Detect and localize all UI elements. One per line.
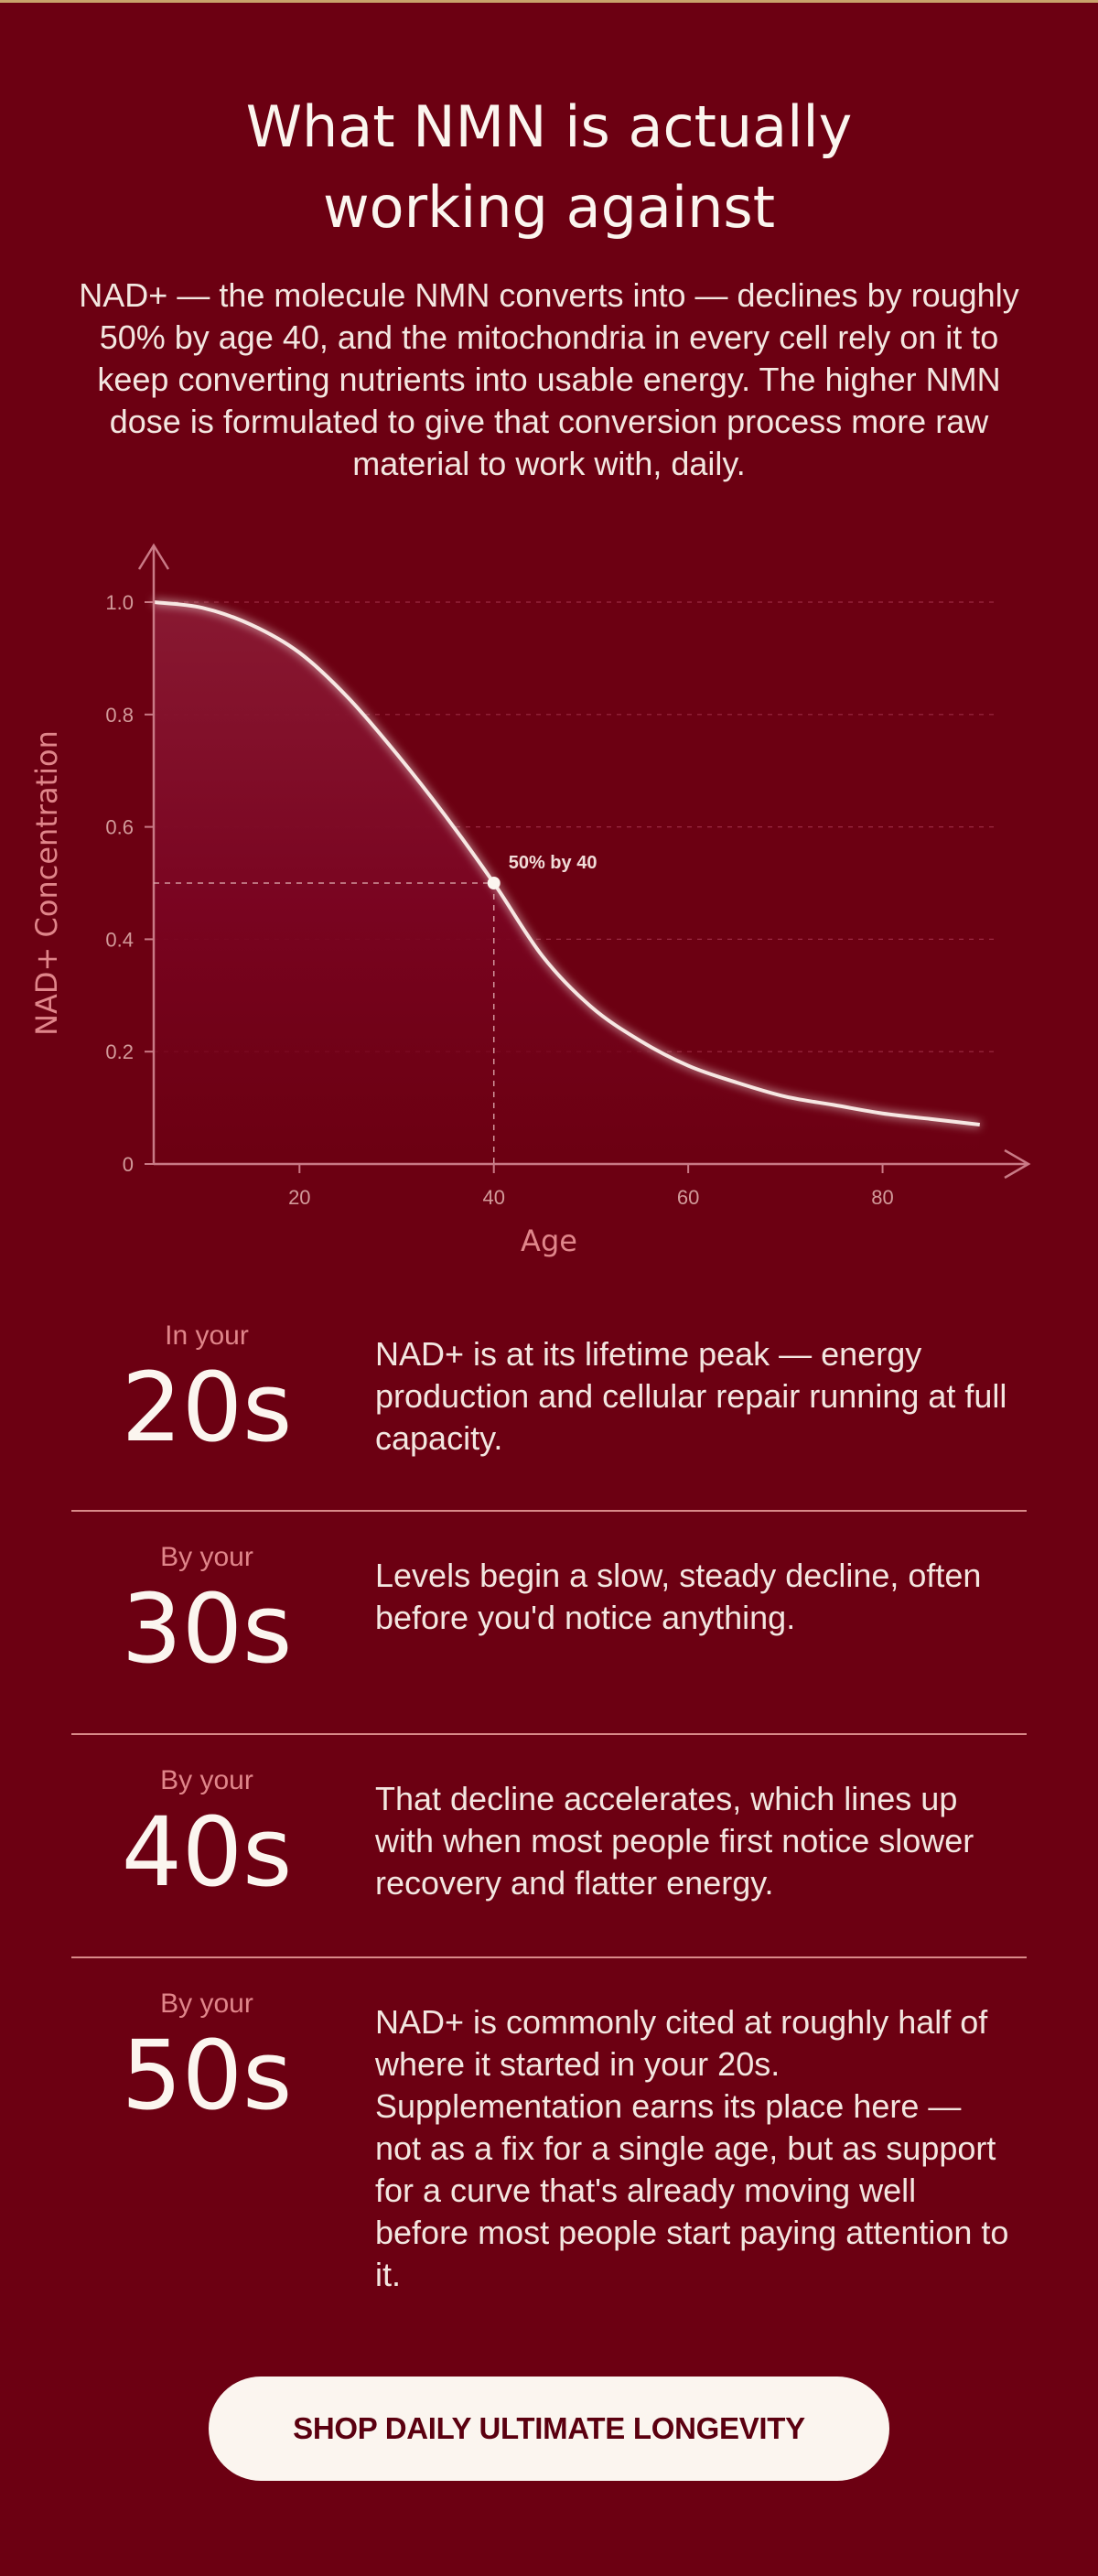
x-axis-arrow [1004, 1148, 1031, 1180]
stage-heading: By your 40s [71, 1762, 342, 1905]
stage-prefix: In your [165, 1320, 249, 1351]
title-line-1: What NMN is actually [245, 93, 853, 160]
annotation-point [487, 877, 501, 889]
series-line [153, 600, 980, 1127]
y-tick-label: 0 [123, 1153, 134, 1176]
age-stage-list: In your 20s NAD+ is at its lifetime peak… [71, 1290, 1027, 2324]
page-title: What NMN is actually working against [0, 87, 1098, 248]
stage-heading: By your 30s [71, 1539, 342, 1682]
stage-decade: 40s [121, 1796, 293, 1908]
stage-row-40s: By your 40s That decline accelerates, wh… [71, 1735, 1027, 1958]
stage-decade: 50s [121, 2020, 293, 2131]
stage-description: NAD+ is commonly cited at roughly half o… [375, 2003, 1009, 2293]
stage-row-30s: By your 30s Levels begin a slow, steady … [71, 1512, 1027, 1735]
top-rule [0, 0, 1098, 3]
stage-row-50s: By your 50s NAD+ is commonly cited at ro… [71, 1958, 1027, 2324]
y-tick-label: 0.8 [105, 704, 134, 727]
stage-decade: 20s [121, 1352, 293, 1463]
x-axis-title: Age [521, 1223, 577, 1258]
stage-prefix: By your [160, 1989, 253, 2019]
y-tick-label: 1.0 [105, 591, 134, 614]
title-line-2: working against [322, 174, 776, 241]
x-tick-label: 80 [871, 1186, 893, 1209]
stage-description: Levels begin a slow, steady decline, oft… [375, 1557, 982, 1636]
stage-heading: By your 50s [71, 1986, 342, 2129]
x-tick-label: 20 [288, 1186, 310, 1209]
stage-row-20s: In your 20s NAD+ is at its lifetime peak… [71, 1290, 1027, 1512]
chart-svg: 0 0.2 0.4 0.6 0.8 1.0 20 40 60 80 50% by 40 Age N… [29, 543, 1031, 1258]
intro-paragraph: NAD+ — the molecule NMN converts into — … [79, 276, 1019, 482]
x-tick-label: 60 [677, 1186, 699, 1209]
y-axis-arrow [137, 543, 170, 570]
stage-prefix: By your [160, 1542, 253, 1572]
stage-heading: In your 20s [71, 1318, 342, 1460]
stage-description: That decline accelerates, which lines up… [375, 1780, 974, 1902]
y-axis-title: NAD+ Concentration [29, 730, 64, 1036]
y-tick-label: 0.2 [105, 1040, 134, 1063]
y-tick-label: 0.6 [105, 816, 134, 839]
stage-prefix: By your [160, 1765, 253, 1795]
series-area [154, 602, 980, 1164]
annotation-label: 50% by 40 [509, 853, 597, 873]
stage-decade: 30s [121, 1573, 293, 1685]
nad-decline-chart: 0 0.2 0.4 0.6 0.8 1.0 20 40 60 80 50% by 40 Age N… [0, 531, 1098, 1263]
y-tick-label: 0.4 [105, 928, 134, 951]
x-tick-label: 40 [482, 1186, 504, 1209]
shop-button[interactable]: SHOP DAILY ULTIMATE LONGEVITY [209, 2377, 889, 2481]
stage-description: NAD+ is at its lifetime peak — energy pr… [375, 1335, 1007, 1457]
